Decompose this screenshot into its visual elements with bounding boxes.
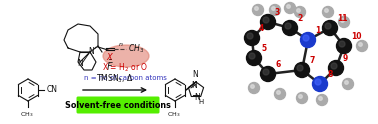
Circle shape — [342, 78, 353, 90]
Circle shape — [322, 6, 333, 17]
Text: $\bar{F}$: $\bar{F}$ — [106, 59, 114, 73]
Circle shape — [359, 43, 362, 46]
Circle shape — [313, 77, 327, 92]
Circle shape — [253, 4, 263, 16]
Circle shape — [246, 50, 262, 65]
Text: TMSN$_3$, $\Delta$: TMSN$_3$, $\Delta$ — [96, 73, 134, 85]
Text: 6: 6 — [275, 60, 280, 69]
Circle shape — [325, 23, 331, 29]
Circle shape — [248, 82, 260, 93]
Text: N: N — [194, 93, 200, 102]
Circle shape — [263, 69, 269, 75]
Text: H: H — [198, 99, 203, 106]
Text: n: n — [119, 43, 123, 47]
Text: 7: 7 — [309, 56, 314, 65]
Circle shape — [245, 31, 260, 46]
Circle shape — [294, 62, 310, 78]
Text: CH$_3$: CH$_3$ — [20, 110, 34, 119]
Text: CH$_3$: CH$_3$ — [167, 110, 181, 119]
Text: 11: 11 — [337, 14, 347, 23]
Circle shape — [345, 81, 348, 84]
Text: CH$_3$: CH$_3$ — [128, 43, 144, 55]
Text: n = no of carbon atoms: n = no of carbon atoms — [84, 75, 166, 81]
Circle shape — [282, 20, 297, 35]
Circle shape — [294, 6, 305, 17]
Text: $^+$: $^+$ — [93, 46, 99, 51]
Circle shape — [270, 4, 280, 16]
Ellipse shape — [103, 45, 149, 67]
Text: 3: 3 — [275, 8, 280, 17]
Circle shape — [331, 63, 337, 69]
Circle shape — [315, 79, 321, 85]
Circle shape — [274, 89, 285, 99]
Circle shape — [297, 9, 300, 12]
Circle shape — [287, 5, 290, 8]
Text: N: N — [192, 70, 198, 79]
Text: N: N — [77, 60, 83, 68]
Text: 4: 4 — [259, 24, 264, 33]
Circle shape — [356, 41, 367, 51]
FancyBboxPatch shape — [76, 96, 160, 113]
Text: 8: 8 — [327, 70, 332, 79]
Text: 1: 1 — [315, 26, 320, 35]
Circle shape — [316, 94, 327, 106]
Text: X: X — [106, 52, 112, 62]
Circle shape — [272, 7, 275, 10]
Circle shape — [255, 7, 258, 10]
Circle shape — [251, 85, 254, 88]
Text: 9: 9 — [343, 54, 348, 63]
Circle shape — [260, 15, 276, 30]
Text: X = H$_2$ or O: X = H$_2$ or O — [102, 62, 148, 74]
Circle shape — [325, 9, 328, 12]
Circle shape — [260, 66, 276, 81]
Circle shape — [339, 41, 345, 47]
Circle shape — [339, 16, 350, 28]
Circle shape — [336, 38, 352, 53]
Text: 2: 2 — [297, 14, 302, 23]
Circle shape — [303, 35, 309, 41]
Text: N: N — [88, 46, 94, 56]
Text: N: N — [191, 81, 197, 90]
Circle shape — [249, 53, 255, 59]
Circle shape — [285, 23, 291, 29]
Circle shape — [247, 33, 253, 39]
Circle shape — [341, 19, 344, 22]
Circle shape — [322, 20, 338, 35]
Text: CN: CN — [47, 84, 58, 93]
Circle shape — [328, 61, 344, 76]
Circle shape — [285, 2, 296, 14]
Circle shape — [263, 17, 269, 23]
Text: 10: 10 — [351, 32, 361, 41]
Circle shape — [301, 32, 316, 47]
Circle shape — [319, 97, 322, 100]
Circle shape — [297, 65, 303, 71]
Text: Solvent-free conditions: Solvent-free conditions — [65, 100, 171, 109]
Circle shape — [299, 95, 302, 98]
Circle shape — [296, 93, 307, 104]
Circle shape — [277, 91, 280, 94]
Text: 5: 5 — [261, 44, 266, 53]
